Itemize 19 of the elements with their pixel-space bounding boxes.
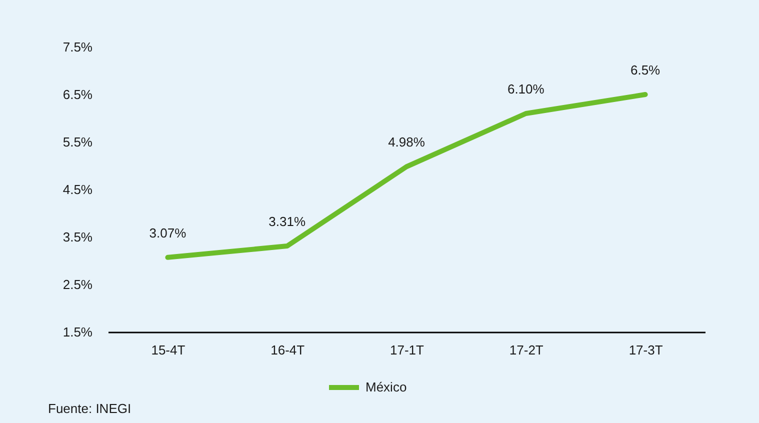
data-label: 6.5%: [630, 62, 661, 78]
y-tick-label: 6.5%: [62, 87, 93, 102]
x-tick-label: 16-4T: [270, 342, 305, 358]
data-label: 3.31%: [268, 214, 306, 230]
data-label: 4.98%: [388, 134, 426, 150]
x-tick-label: 17-2T: [509, 342, 544, 358]
y-tick-label: 4.5%: [62, 182, 93, 197]
x-tick-label: 15-4T: [151, 342, 186, 358]
legend-label: México: [366, 380, 407, 394]
y-tick-label: 1.5%: [62, 324, 93, 340]
source-note: Fuente: INEGI: [48, 401, 132, 416]
data-label: 6.10%: [507, 82, 545, 96]
x-tick-label: 17-1T: [390, 342, 424, 358]
x-tick-label: 17-3T: [628, 342, 663, 358]
y-tick-label: 2.5%: [62, 277, 93, 292]
data-label: 3.07%: [149, 225, 187, 240]
y-tick-label: 7.5%: [62, 40, 93, 54]
y-tick-label: 5.5%: [62, 134, 93, 150]
y-tick-label: 3.5%: [62, 230, 93, 244]
